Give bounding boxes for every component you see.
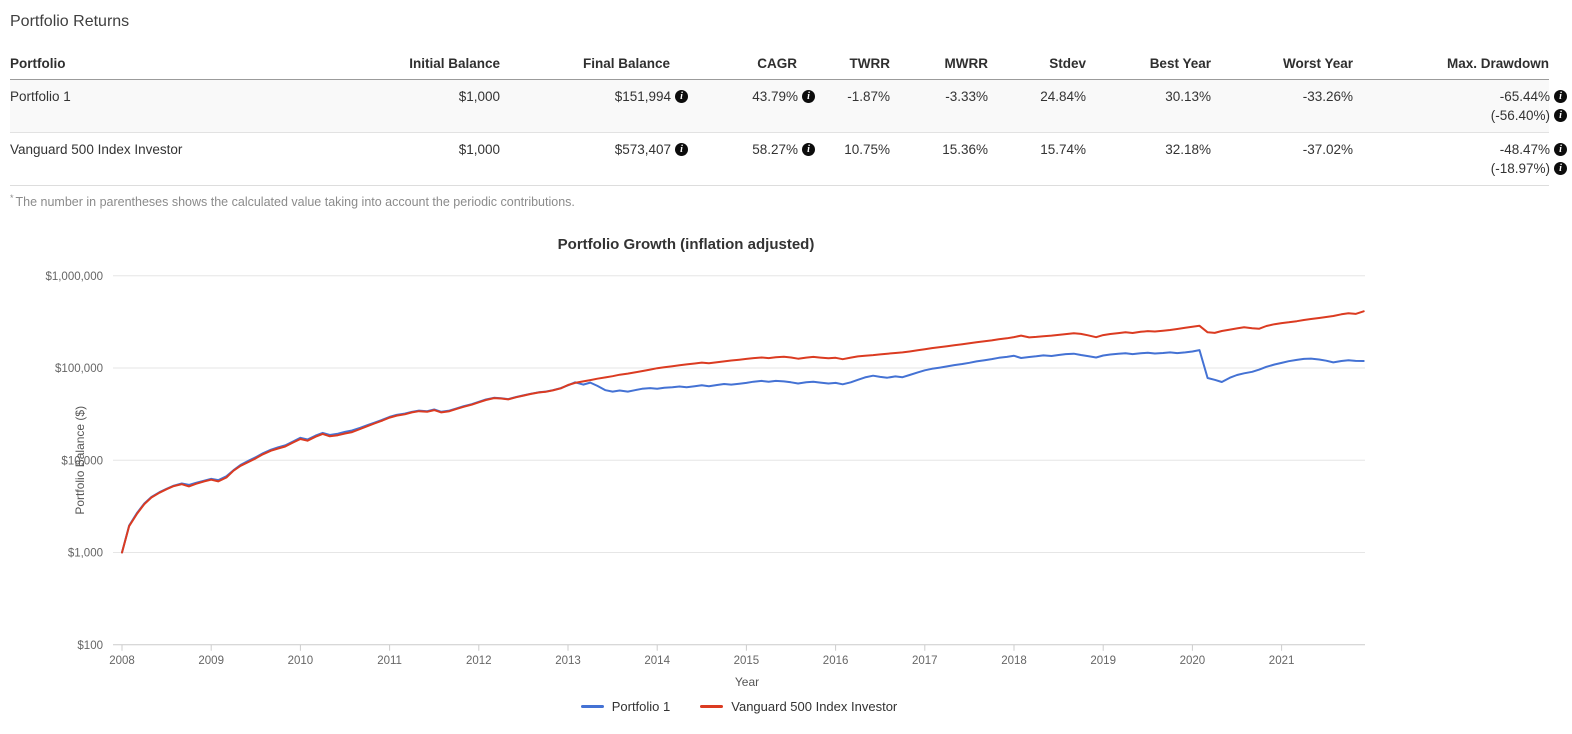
- col-header-max-drawdown: Max. Drawdown: [1353, 48, 1549, 80]
- cagr-value: 58.27% i: [670, 133, 815, 186]
- max-drawdown-value: -65.44% i (-56.40%) i: [1353, 80, 1567, 133]
- initial-balance-value: $1,000: [458, 142, 500, 157]
- info-icon[interactable]: i: [675, 90, 688, 103]
- table-footnote: * The number in parentheses shows the cal…: [10, 193, 1549, 209]
- info-icon[interactable]: i: [1554, 162, 1567, 175]
- x-axis-title: Year: [735, 675, 759, 689]
- series-line-0[interactable]: [121, 349, 1365, 554]
- best-year-value: 30.13%: [1165, 89, 1211, 104]
- table-row: Portfolio 1 $1,000 $151,994 i 43.79% i -1.…: [10, 79, 1567, 133]
- x-tick-label: 2021: [1269, 655, 1295, 667]
- x-tick-label: 2009: [198, 655, 224, 667]
- mwrr-value: -3.33%: [945, 89, 988, 104]
- stdev-value: 15.74%: [1040, 142, 1086, 157]
- legend-label: Portfolio 1: [611, 699, 671, 714]
- series-line-1[interactable]: [121, 310, 1365, 554]
- page-title: Portfolio Returns: [10, 13, 130, 30]
- portfolio-growth-chart: $100 $1,000 $10,000 $100,000 $1,000,000 2008 2…: [45, 271, 1365, 689]
- info-icon[interactable]: i: [802, 90, 815, 103]
- legend-item-vanguard-500[interactable]: Vanguard 500 Index Investor: [700, 699, 897, 714]
- info-icon[interactable]: i: [1554, 143, 1567, 156]
- x-tick-label: 2019: [1090, 655, 1116, 667]
- final-balance-value: $151,994 i: [500, 80, 688, 133]
- max-drawdown-contrib-text: (-56.40%): [1490, 108, 1550, 123]
- col-header-portfolio: Portfolio: [10, 48, 390, 80]
- max-drawdown-text: -48.47%: [1499, 142, 1550, 157]
- col-header-final-balance: Final Balance: [500, 48, 670, 80]
- best-year-value: 32.18%: [1165, 142, 1211, 157]
- chart-title: Portfolio Growth (inflation adjusted): [557, 236, 815, 253]
- x-tick-label: 2017: [912, 655, 938, 667]
- x-tick-label: 2010: [288, 655, 314, 667]
- col-header-initial-balance: Initial Balance: [390, 48, 500, 80]
- info-icon[interactable]: i: [675, 143, 688, 156]
- y-axis-title: Portfolio Balance ($): [73, 406, 87, 515]
- final-balance-text: $573,407: [614, 142, 671, 157]
- col-header-stdev: Stdev: [988, 48, 1086, 80]
- x-tick-label: 2014: [644, 655, 670, 667]
- portfolio-name: Vanguard 500 Index Investor: [10, 142, 183, 157]
- x-tick-label: 2013: [555, 655, 581, 667]
- portfolio-name: Portfolio 1: [10, 89, 71, 104]
- y-tick-label: $1,000,000: [45, 271, 103, 283]
- final-balance-value: $573,407 i: [500, 133, 688, 186]
- x-tick-label: 2012: [466, 655, 492, 667]
- x-tick-label: 2018: [1001, 655, 1027, 667]
- x-tick-label: 2020: [1180, 655, 1206, 667]
- col-header-worst-year: Worst Year: [1211, 48, 1353, 80]
- worst-year-value: -37.02%: [1302, 142, 1353, 157]
- max-drawdown-text: -65.44%: [1499, 89, 1550, 104]
- legend-swatch-blue: [580, 705, 604, 708]
- y-tick-label: $100: [77, 640, 103, 652]
- worst-year-value: -33.26%: [1302, 89, 1353, 104]
- x-tick-label: 2016: [823, 655, 849, 667]
- col-header-cagr: CAGR: [670, 48, 797, 80]
- cagr-text: 43.79%: [752, 89, 798, 104]
- col-header-twrr: TWRR: [797, 48, 890, 80]
- info-icon[interactable]: i: [1554, 90, 1567, 103]
- max-drawdown-value: -48.47% i (-18.97%) i: [1353, 133, 1567, 186]
- table-row: Vanguard 500 Index Investor $1,000 $573,…: [10, 132, 1567, 186]
- initial-balance-value: $1,000: [458, 89, 500, 104]
- x-tick-label: 2011: [377, 655, 402, 667]
- table-header-row: Portfolio Initial Balance Final Balance …: [10, 48, 1549, 80]
- legend-swatch-red: [700, 705, 724, 708]
- cagr-value: 43.79% i: [670, 80, 815, 133]
- col-header-mwrr: MWRR: [890, 48, 988, 80]
- footnote-text: The number in parentheses shows the calc…: [15, 195, 575, 210]
- x-tick-label: 2015: [734, 655, 760, 667]
- info-icon[interactable]: i: [802, 143, 815, 156]
- twrr-value: -1.87%: [847, 89, 890, 104]
- legend-label: Vanguard 500 Index Investor: [731, 699, 898, 714]
- footnote-asterisk: *: [10, 193, 14, 203]
- twrr-value: 10.75%: [844, 142, 890, 157]
- legend-item-portfolio-1[interactable]: Portfolio 1: [580, 699, 671, 714]
- y-tick-label: $1,000: [68, 548, 103, 560]
- returns-table: Portfolio Initial Balance Final Balance …: [10, 48, 1567, 186]
- x-tick-label: 2008: [109, 655, 135, 667]
- info-icon[interactable]: i: [1554, 109, 1567, 122]
- max-drawdown-contrib-text: (-18.97%): [1490, 161, 1550, 176]
- cagr-text: 58.27%: [752, 142, 798, 157]
- stdev-value: 24.84%: [1040, 89, 1086, 104]
- col-header-best-year: Best Year: [1086, 48, 1211, 80]
- final-balance-text: $151,994: [614, 89, 671, 104]
- mwrr-value: 15.36%: [942, 142, 988, 157]
- chart-legend: Portfolio 1 Vanguard 500 Index Investor: [113, 699, 1365, 714]
- y-tick-label: $100,000: [55, 363, 103, 375]
- y-tick-label: $10,000: [61, 455, 103, 467]
